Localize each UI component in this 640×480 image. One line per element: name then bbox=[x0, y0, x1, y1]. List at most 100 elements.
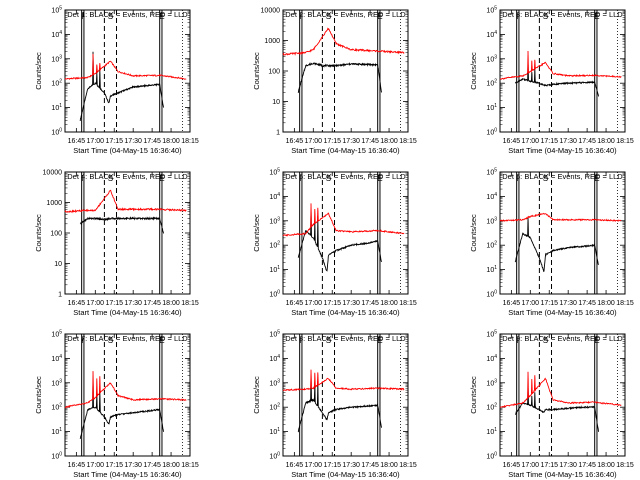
marker-I: I bbox=[516, 174, 518, 183]
x-axis-label: Start Time (04-May-15 16:36:40) bbox=[508, 470, 617, 479]
y-tick-label: 104 bbox=[269, 354, 280, 363]
lld-series-line bbox=[499, 371, 622, 408]
x-tick-label: 17:00 bbox=[305, 138, 323, 145]
marker-S: S bbox=[108, 12, 113, 21]
x-tick-label: 16:45 bbox=[68, 138, 86, 145]
x-tick-label: 16:45 bbox=[503, 138, 521, 145]
marker-S: S bbox=[108, 336, 113, 345]
x-tick-label: 17:15 bbox=[323, 462, 341, 469]
y-tick-label: 101 bbox=[486, 427, 497, 436]
x-tick-label: 17:30 bbox=[124, 138, 142, 145]
y-axis-label: Counts/sec bbox=[252, 376, 261, 414]
y-tick-label: 102 bbox=[486, 241, 497, 250]
y-tick-label: 103 bbox=[486, 54, 497, 63]
y-axis-label: Counts/sec bbox=[34, 52, 43, 90]
plot-title: Det 4: BLACK = Events, RED = LLD bbox=[67, 172, 188, 181]
marker-S: S bbox=[543, 336, 548, 345]
x-tick-label: 18:15 bbox=[181, 462, 199, 469]
y-tick-label: 104 bbox=[269, 192, 280, 201]
y-tick-label: 100 bbox=[50, 231, 62, 238]
plot-frame bbox=[499, 333, 626, 457]
marker-E: E bbox=[594, 12, 599, 21]
y-tick-label: 102 bbox=[269, 403, 280, 412]
y-tick-label: 104 bbox=[486, 354, 497, 363]
x-axis-label: Start Time (04-May-15 16:36:40) bbox=[291, 308, 400, 317]
x-tick-label: 17:30 bbox=[559, 138, 577, 145]
y-tick-label: 101 bbox=[51, 103, 62, 112]
y-tick-label: 103 bbox=[269, 216, 280, 225]
x-tick-label: 17:00 bbox=[87, 462, 105, 469]
x-tick-label: 18:00 bbox=[597, 462, 615, 469]
x-tick-label: 17:45 bbox=[578, 462, 596, 469]
x-tick-label: 17:45 bbox=[143, 462, 161, 469]
y-tick-label: 104 bbox=[51, 30, 62, 39]
y-tick-label: 105 bbox=[269, 168, 280, 177]
y-tick-label: 102 bbox=[486, 79, 497, 88]
y-tick-label: 100 bbox=[486, 290, 497, 299]
y-tick-label: 10000 bbox=[43, 170, 63, 177]
x-tick-label: 16:45 bbox=[503, 462, 521, 469]
y-tick-label: 105 bbox=[486, 330, 497, 339]
x-tick-label: 17:45 bbox=[361, 462, 379, 469]
lld-series-line bbox=[499, 212, 622, 223]
x-tick-label: 17:15 bbox=[105, 138, 123, 145]
plot-title: Det 3: BLACK = Events, RED = LLD bbox=[502, 10, 623, 19]
marker-E: E bbox=[377, 336, 382, 345]
marker-I: I bbox=[299, 12, 301, 21]
x-tick-label: 17:15 bbox=[323, 138, 341, 145]
y-tick-label: 101 bbox=[269, 427, 280, 436]
x-tick-label: 17:15 bbox=[540, 462, 558, 469]
marker-E: E bbox=[377, 174, 382, 183]
x-tick-label: 18:00 bbox=[162, 462, 180, 469]
marker-E: E bbox=[594, 174, 599, 183]
y-tick-label: 100 bbox=[269, 452, 280, 461]
x-tick-label: 17:30 bbox=[559, 300, 577, 307]
x-tick-label: 18:00 bbox=[597, 300, 615, 307]
x-tick-label: 16:45 bbox=[68, 462, 86, 469]
x-tick-label: 16:45 bbox=[286, 462, 304, 469]
plot-frame bbox=[499, 171, 626, 295]
y-tick-label: 1000 bbox=[264, 38, 280, 45]
x-tick-label: 18:15 bbox=[181, 138, 199, 145]
x-tick-label: 18:00 bbox=[380, 300, 398, 307]
y-tick-label: 103 bbox=[269, 378, 280, 387]
x-tick-label: 17:00 bbox=[305, 300, 323, 307]
y-tick-label: 103 bbox=[486, 378, 497, 387]
x-tick-label: 17:00 bbox=[522, 300, 540, 307]
events-series-line bbox=[515, 385, 599, 432]
x-tick-label: 17:30 bbox=[124, 300, 142, 307]
y-tick-label: 103 bbox=[51, 378, 62, 387]
marker-S: S bbox=[326, 174, 331, 183]
marker-S: S bbox=[108, 174, 113, 183]
x-tick-label: 17:45 bbox=[578, 300, 596, 307]
marker-I: I bbox=[299, 174, 301, 183]
plot-frame bbox=[64, 9, 191, 133]
marker-S: S bbox=[543, 174, 548, 183]
y-tick-label: 100 bbox=[51, 452, 62, 461]
plot-title: Det 5: BLACK = Events, RED = LLD bbox=[285, 172, 406, 181]
x-tick-label: 18:15 bbox=[616, 462, 634, 469]
y-tick-label: 105 bbox=[486, 6, 497, 15]
y-tick-label: 101 bbox=[51, 427, 62, 436]
y-tick-label: 104 bbox=[486, 30, 497, 39]
marker-E: E bbox=[159, 336, 164, 345]
x-tick-label: 17:45 bbox=[143, 138, 161, 145]
x-tick-label: 18:15 bbox=[616, 300, 634, 307]
y-tick-label: 103 bbox=[51, 54, 62, 63]
x-tick-label: 17:15 bbox=[323, 300, 341, 307]
marker-E: E bbox=[159, 174, 164, 183]
plot-frame bbox=[282, 171, 409, 295]
x-tick-label: 17:45 bbox=[578, 138, 596, 145]
x-axis-label: Start Time (04-May-15 16:36:40) bbox=[291, 470, 400, 479]
x-tick-label: 17:15 bbox=[105, 300, 123, 307]
y-tick-label: 103 bbox=[486, 216, 497, 225]
x-axis-label: Start Time (04-May-15 16:36:40) bbox=[508, 308, 617, 317]
lld-series-line bbox=[282, 27, 405, 56]
marker-I: I bbox=[81, 336, 83, 345]
x-tick-label: 16:45 bbox=[503, 300, 521, 307]
